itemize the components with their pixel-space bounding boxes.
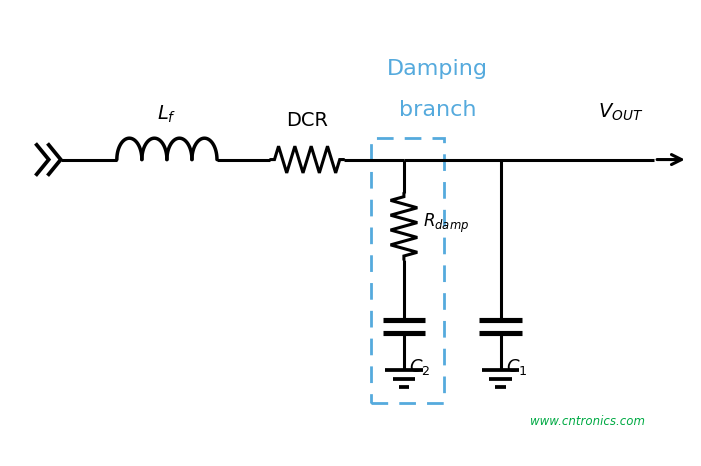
- Text: $L_f$: $L_f$: [157, 103, 177, 125]
- Text: Damping: Damping: [387, 60, 488, 79]
- Text: $V_{OUT}$: $V_{OUT}$: [598, 102, 644, 123]
- Text: DCR: DCR: [286, 110, 328, 130]
- Text: $R_{damp}$: $R_{damp}$: [423, 212, 469, 234]
- Text: www.cntronics.com: www.cntronics.com: [530, 415, 645, 428]
- Text: $C_1$: $C_1$: [506, 356, 527, 377]
- Text: $C_2$: $C_2$: [409, 356, 430, 377]
- Text: branch: branch: [399, 100, 476, 119]
